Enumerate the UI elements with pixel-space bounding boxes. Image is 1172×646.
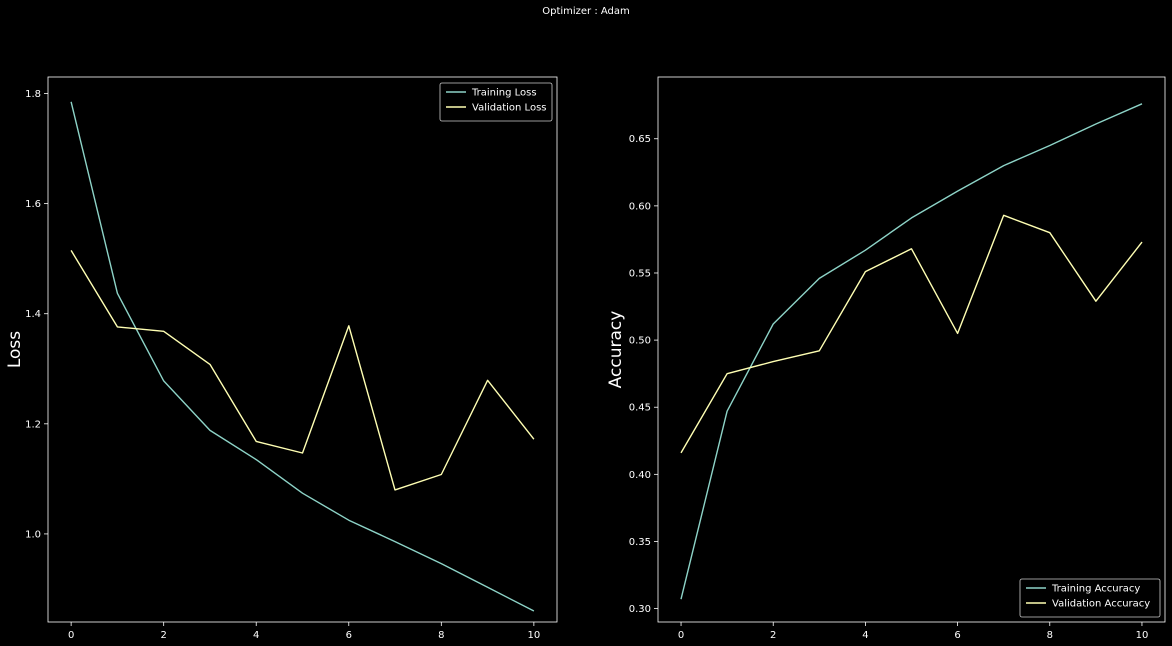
data-point <box>533 610 535 612</box>
legend: Training Loss Validation Loss <box>439 82 553 122</box>
data-point <box>348 325 350 327</box>
data-point <box>301 452 303 454</box>
data-point <box>1095 300 1097 302</box>
data-point <box>440 473 442 475</box>
y-tick-label: 0.35 <box>629 537 651 548</box>
y-tick-label: 0.40 <box>629 470 651 481</box>
y-tick-label: 0.55 <box>629 268 651 279</box>
data-point <box>772 360 774 362</box>
x-tick-label: 2 <box>160 630 166 641</box>
data-point <box>486 379 488 381</box>
data-point <box>726 372 728 374</box>
data-point <box>910 248 912 250</box>
legend-entry: Training Loss <box>471 88 537 99</box>
x-tick-label: 2 <box>770 630 776 641</box>
data-point <box>394 540 396 542</box>
x-tick-label: 10 <box>527 630 540 641</box>
data-point <box>910 217 912 219</box>
data-point <box>1141 103 1143 105</box>
y-tick-label: 1.8 <box>25 89 41 100</box>
series-line-1 <box>680 103 1143 600</box>
data-point <box>772 323 774 325</box>
y-tick-label: 0.45 <box>629 403 651 414</box>
data-point <box>864 249 866 251</box>
legend-box <box>1019 578 1161 618</box>
plot-frame <box>657 76 1166 623</box>
data-point <box>209 363 211 365</box>
x-tick-label: 8 <box>438 630 444 641</box>
data-point <box>70 101 72 103</box>
data-point <box>818 350 820 352</box>
data-point <box>1049 232 1051 234</box>
data-point <box>956 332 958 334</box>
figure-suptitle: Optimizer : Adam <box>542 6 630 17</box>
data-point <box>864 270 866 272</box>
series-line-1 <box>70 101 535 612</box>
data-point <box>348 519 350 521</box>
y-tick-label: 0.50 <box>629 336 651 347</box>
data-point <box>1002 164 1004 166</box>
x-tick-label: 0 <box>68 630 74 641</box>
data-point <box>162 330 164 332</box>
x-tick-label: 0 <box>678 630 684 641</box>
x-tick-label: 10 <box>1136 630 1149 641</box>
legend-entry: Validation Loss <box>472 103 547 114</box>
data-point <box>162 380 164 382</box>
series-line-2 <box>680 214 1143 454</box>
y-axis-label: Loss <box>5 331 25 368</box>
y-tick-label: 0.65 <box>629 134 651 145</box>
chart-1: 0 2 4 6 8 10 1.0 1.2 1.4 1.6 1.8 Loss Training Loss V… <box>5 76 558 641</box>
data-point <box>301 492 303 494</box>
x-tick-label: 4 <box>862 630 868 641</box>
data-point <box>1095 123 1097 125</box>
y-tick-label: 1.2 <box>25 419 41 430</box>
data-point <box>255 440 257 442</box>
y-tick-label: 1.6 <box>25 199 41 210</box>
data-point <box>209 429 211 431</box>
data-point <box>680 598 682 600</box>
x-tick-label: 8 <box>1047 630 1053 641</box>
data-point <box>486 586 488 588</box>
y-tick-label: 0.60 <box>629 201 651 212</box>
data-point <box>818 277 820 279</box>
y-axis-label: Accuracy <box>606 311 626 389</box>
data-point <box>1049 144 1051 146</box>
x-tick-label: 4 <box>253 630 259 641</box>
data-point <box>533 438 535 440</box>
chart-2: 0 2 4 6 8 10 0.30 0.35 0.40 0.45 0.50 0.55 0.60 0.65 A… <box>606 76 1166 641</box>
data-point <box>255 458 257 460</box>
y-tick-label: 1.0 <box>25 529 41 540</box>
data-point <box>680 452 682 454</box>
legend-entry: Training Accuracy <box>1051 584 1140 595</box>
data-point <box>116 292 118 294</box>
data-point <box>726 410 728 412</box>
data-point <box>1141 241 1143 243</box>
data-point <box>956 190 958 192</box>
data-point <box>1002 214 1004 216</box>
legend-box <box>439 82 553 122</box>
data-point <box>394 489 396 491</box>
legend: Training Accuracy Validation Accuracy <box>1019 578 1161 618</box>
series-line-2 <box>70 250 535 491</box>
x-tick-label: 6 <box>346 630 352 641</box>
x-tick-label: 6 <box>954 630 960 641</box>
y-tick-label: 1.4 <box>25 309 41 320</box>
data-point <box>70 249 72 251</box>
legend-entry: Validation Accuracy <box>1052 599 1150 610</box>
y-tick-label: 0.30 <box>629 604 651 615</box>
data-point <box>116 326 118 328</box>
data-point <box>440 562 442 564</box>
plot-frame <box>47 76 558 623</box>
